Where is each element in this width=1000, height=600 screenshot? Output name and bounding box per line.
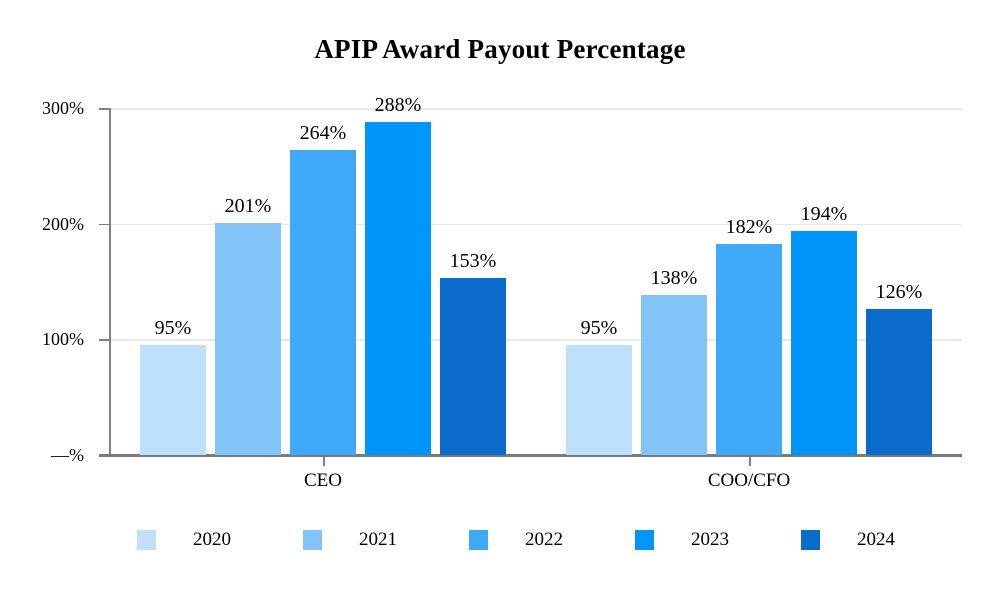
bar-value-label: 264%: [299, 121, 347, 144]
bar-value-label: 138%: [650, 267, 698, 290]
bar-2024-coo-cfo: [866, 309, 932, 455]
legend-entry-2023: 2023: [635, 529, 729, 551]
y-tick-label-300: 300%: [42, 98, 84, 118]
bar-2022-ceo: [290, 149, 356, 455]
legend-entry-2021: 2021: [303, 529, 397, 551]
y-tick-label-100: 100%: [42, 329, 84, 350]
bar-2022-coo-cfo: [716, 244, 782, 455]
legend-swatch-2022: [469, 530, 488, 550]
legend-swatch-2021: [303, 530, 322, 550]
legend-label-2021: 2021: [359, 529, 397, 550]
bar-2020-ceo: [140, 345, 206, 455]
x-axis-line: [99, 454, 962, 457]
chart-title: APIP Award Payout Percentage: [314, 34, 686, 64]
legend-entry-2022: 2022: [469, 529, 563, 551]
bar-2023-coo-cfo: [791, 230, 857, 455]
legend-label-2024: 2024: [857, 529, 895, 550]
legend-label-2023: 2023: [691, 529, 729, 550]
legend-swatch-2024: [801, 530, 820, 550]
legend-swatch-2020: [137, 530, 156, 550]
y-axis-tick-200: [99, 223, 110, 226]
bar-2021-coo-cfo: [641, 295, 707, 455]
x-category-label-ceo: CEO: [304, 470, 342, 491]
y-axis-tick-300: [99, 108, 110, 110]
gridline-200: [110, 223, 962, 226]
bar-2020-coo-cfo: [566, 345, 632, 455]
legend-swatch-2023: [635, 530, 654, 550]
gridline-100: [110, 339, 962, 341]
bar-value-label: 182%: [725, 216, 773, 239]
x-category-label-coo-cfo: COO/CFO: [707, 470, 791, 491]
bar-value-label: 95%: [580, 317, 618, 340]
legend-label-2020: 2020: [193, 529, 231, 550]
y-axis-tick-100: [99, 339, 110, 341]
legend-label-2022: 2022: [525, 529, 563, 550]
legend-entry-2020: 2020: [137, 529, 231, 551]
bar-value-label: 153%: [449, 250, 497, 273]
bar-value-label: 288%: [374, 93, 422, 116]
bar-value-label: 201%: [224, 194, 272, 217]
bar-2021-ceo: [215, 222, 281, 455]
y-tick-label-0: —%: [51, 445, 84, 465]
bar-2023-ceo: [365, 121, 431, 455]
legend-entry-2024: 2024: [801, 529, 895, 551]
gridline-300: [110, 108, 962, 110]
bar-2024-ceo: [440, 278, 506, 455]
bar-value-label: 126%: [875, 281, 923, 304]
bar-value-label: 194%: [800, 202, 848, 225]
y-axis-line: [109, 108, 111, 455]
x-axis-tick-coo-cfo: [749, 457, 751, 466]
x-axis-tick-ceo: [323, 457, 325, 466]
y-tick-label-200: 200%: [42, 213, 84, 234]
bar-value-label: 95%: [154, 317, 192, 340]
